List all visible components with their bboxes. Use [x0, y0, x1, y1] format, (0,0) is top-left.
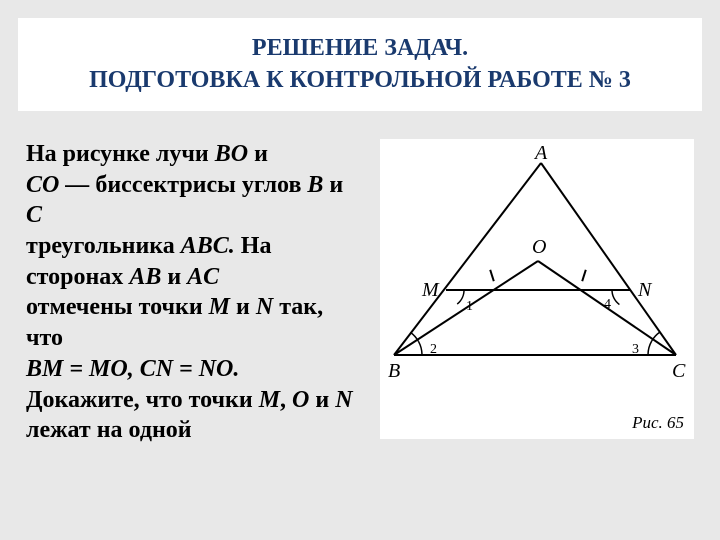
txt: и [167, 264, 181, 290]
expr-N2: N [329, 387, 352, 413]
expr-O: O [292, 387, 315, 413]
svg-text:N: N [637, 279, 653, 301]
header-line1: РЕШЕНИЕ ЗАДАЧ. [252, 35, 468, 61]
txt: и [254, 141, 268, 167]
figure-caption: Рис. 65 [632, 413, 684, 433]
txt: лежат на одной [26, 417, 192, 443]
problem-text: На рисунке лучи BO и CO — биссектрисы уг… [26, 139, 360, 446]
svg-text:2: 2 [430, 342, 437, 357]
txt: , [280, 387, 292, 413]
svg-text:A: A [533, 145, 548, 164]
txt: На рисунке [26, 141, 150, 167]
svg-text:O: O [532, 236, 546, 258]
txt: отмечены точки [26, 294, 203, 320]
header-line2: ПОДГОТОВКА К КОНТРОЛЬНОЙ РАБОТЕ № 3 [89, 67, 631, 93]
txt: Докажите, что точки [26, 387, 253, 413]
expr-CO: CO — [26, 172, 89, 198]
txt: и [236, 294, 250, 320]
svg-text:M: M [421, 279, 440, 301]
header-box: РЕШЕНИЕ ЗАДАЧ. ПОДГОТОВКА К КОНТРОЛЬНОЙ … [18, 18, 702, 111]
txt: и [315, 387, 329, 413]
expr-ABC: ABC. [175, 233, 241, 259]
svg-text:B: B [388, 360, 400, 382]
txt: лучи [156, 141, 209, 167]
triangle-diagram: A B C M N O 1 2 3 4 [386, 145, 686, 405]
txt: и [329, 172, 343, 198]
svg-text:4: 4 [604, 297, 611, 312]
svg-text:3: 3 [632, 342, 639, 357]
txt: треугольника [26, 233, 175, 259]
expr-C: C [26, 202, 42, 228]
header-title: РЕШЕНИЕ ЗАДАЧ. ПОДГОТОВКА К КОНТРОЛЬНОЙ … [38, 32, 682, 97]
figure-area: A B C M N O 1 2 3 4 Рис. 65 [380, 139, 694, 439]
expr-BO: BO [209, 141, 254, 167]
expr-M2: M [253, 387, 280, 413]
content-row: На рисунке лучи BO и CO — биссектрисы уг… [18, 139, 702, 446]
expr-M: M [203, 294, 236, 320]
txt: биссектрисы углов [95, 172, 301, 198]
expr-eq: BM = MO, CN = NO. [26, 356, 239, 382]
expr-AB: AB [123, 264, 167, 290]
expr-AC: AC [181, 264, 219, 290]
svg-text:1: 1 [466, 299, 473, 314]
expr-B: B [301, 172, 329, 198]
expr-N: N [250, 294, 279, 320]
svg-text:C: C [672, 360, 686, 382]
